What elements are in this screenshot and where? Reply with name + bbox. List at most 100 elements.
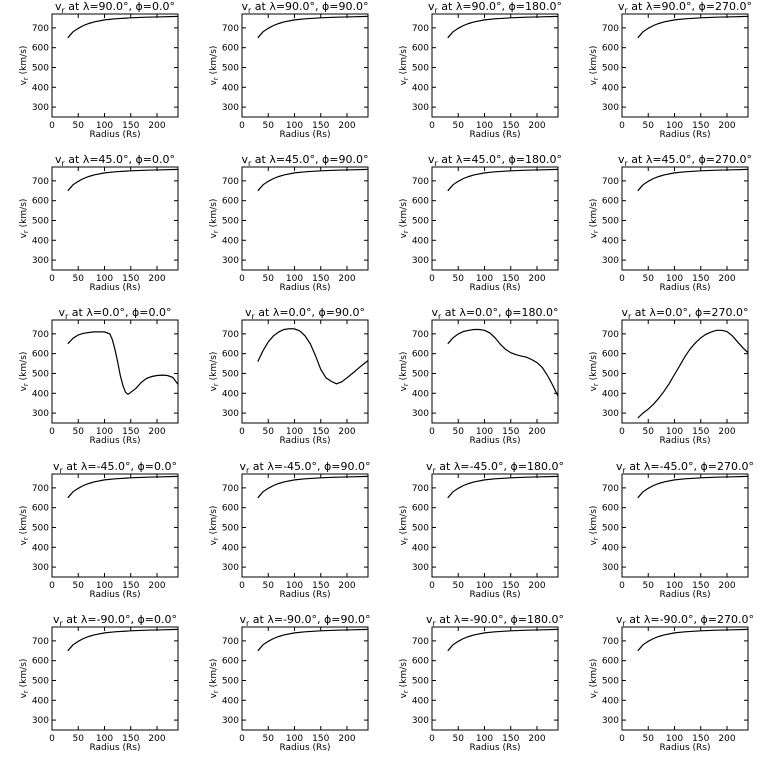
plot-frame	[431, 626, 559, 731]
panel-title: vr at λ=45.0°, ϕ=90.0°	[241, 153, 368, 168]
x-tick-label: 150	[502, 734, 519, 744]
x-tick-label: 0	[429, 734, 435, 744]
data-line	[257, 15, 369, 39]
x-axis-label: Radius (Rs)	[279, 130, 330, 140]
x-tick-label: 200	[148, 427, 165, 437]
y-axis-label: vr (km/s)	[19, 659, 30, 699]
y-tick-label: 300	[602, 563, 619, 573]
panel-13: vr at λ=-45.0°, ϕ=0.0° 0 50 100 150 200 300 400…	[19, 460, 179, 600]
y-tick-label: 500	[412, 63, 429, 73]
plot-frame	[241, 166, 369, 271]
y-tick-label: 500	[222, 63, 239, 73]
x-tick-label: 150	[502, 427, 519, 437]
x-tick-label: 0	[49, 734, 55, 744]
x-tick-label: 150	[312, 427, 329, 437]
y-tick-label: 500	[412, 369, 429, 379]
panel-title: vr at λ=-45.0°, ϕ=270.0°	[616, 460, 754, 475]
y-tick-label: 600	[222, 44, 239, 54]
panel-title: vr at λ=0.0°, ϕ=0.0°	[58, 306, 171, 321]
y-tick-label: 600	[222, 504, 239, 514]
data-line	[447, 15, 559, 39]
plot-frame	[51, 319, 179, 424]
y-tick-label: 500	[412, 523, 429, 533]
x-tick-label: 200	[718, 734, 735, 744]
data-line	[67, 168, 179, 192]
plot-frame	[241, 13, 369, 118]
x-tick-label: 150	[692, 427, 709, 437]
x-axis-label: Radius (Rs)	[279, 590, 330, 600]
y-tick-label: 400	[602, 389, 619, 399]
y-tick-label: 500	[32, 676, 49, 686]
y-tick-label: 500	[602, 523, 619, 533]
x-tick-label: 100	[666, 121, 683, 131]
y-tick-label: 600	[222, 350, 239, 360]
y-tick-label: 700	[602, 24, 619, 34]
x-tick-label: 200	[718, 274, 735, 284]
y-tick-label: 500	[32, 523, 49, 533]
panel-title: vr at λ=-45.0°, ϕ=90.0°	[239, 460, 370, 475]
y-tick-label: 700	[602, 177, 619, 187]
y-tick-label: 500	[602, 216, 619, 226]
panel-title: vr at λ=90.0°, ϕ=180.0°	[428, 0, 562, 15]
data-line	[67, 628, 179, 652]
x-tick-label: 200	[338, 581, 355, 591]
x-tick-label: 100	[96, 734, 113, 744]
y-axis-label: vr (km/s)	[399, 352, 410, 392]
x-tick-label: 150	[122, 581, 139, 591]
panel-12: vr at λ=0.0°, ϕ=270.0° 0 50 100 150 200 300 400…	[589, 306, 749, 446]
y-tick-label: 600	[222, 197, 239, 207]
x-tick-label: 100	[476, 734, 493, 744]
y-tick-label: 500	[222, 369, 239, 379]
x-tick-label: 200	[338, 427, 355, 437]
panel-18: vr at λ=-90.0°, ϕ=90.0° 0 50 100 150 200 300 40…	[209, 613, 371, 753]
x-tick-label: 200	[148, 274, 165, 284]
y-tick-label: 300	[412, 256, 429, 266]
x-tick-label: 50	[73, 581, 85, 591]
x-tick-label: 0	[49, 121, 55, 131]
y-tick-label: 300	[222, 563, 239, 573]
x-tick-label: 0	[429, 427, 435, 437]
x-tick-label: 100	[286, 121, 303, 131]
y-tick-label: 700	[412, 637, 429, 647]
y-tick-label: 400	[32, 696, 49, 706]
plot-frame	[621, 319, 749, 424]
y-tick-label: 300	[602, 716, 619, 726]
plot-frame	[431, 13, 559, 118]
x-tick-label: 150	[122, 734, 139, 744]
panel-3: vr at λ=90.0°, ϕ=180.0° 0 50 100 150 200 300 40…	[399, 0, 562, 140]
y-tick-label: 700	[32, 330, 49, 340]
x-axis-label: Radius (Rs)	[659, 130, 710, 140]
x-tick-label: 150	[502, 581, 519, 591]
data-line	[447, 628, 559, 652]
y-tick-label: 400	[222, 236, 239, 246]
y-tick-label: 400	[222, 83, 239, 93]
y-tick-label: 500	[602, 676, 619, 686]
x-tick-label: 100	[476, 121, 493, 131]
y-tick-label: 700	[602, 637, 619, 647]
x-axis-label: Radius (Rs)	[659, 590, 710, 600]
x-tick-label: 50	[453, 427, 465, 437]
plot-frame	[621, 166, 749, 271]
plot-frame	[431, 473, 559, 578]
panel-title: vr at λ=90.0°, ϕ=270.0°	[618, 0, 752, 15]
x-axis-label: Radius (Rs)	[89, 436, 140, 446]
panel-1: vr at λ=90.0°, ϕ=0.0° 0 50 100 150 200 300 400 5…	[19, 0, 179, 140]
y-tick-label: 400	[32, 236, 49, 246]
y-tick-label: 300	[222, 256, 239, 266]
y-tick-label: 600	[412, 657, 429, 667]
y-tick-label: 700	[412, 330, 429, 340]
y-tick-label: 700	[222, 177, 239, 187]
y-axis-label: vr (km/s)	[399, 659, 410, 699]
x-axis-label: Radius (Rs)	[89, 130, 140, 140]
y-tick-label: 700	[222, 330, 239, 340]
x-tick-label: 50	[73, 121, 85, 131]
data-line	[637, 168, 749, 192]
y-tick-label: 400	[32, 83, 49, 93]
x-tick-label: 100	[666, 427, 683, 437]
panel-5: vr at λ=45.0°, ϕ=0.0° 0 50 100 150 200 300 400 5…	[19, 153, 179, 293]
panel-title: vr at λ=45.0°, ϕ=0.0°	[55, 153, 175, 168]
x-tick-label: 0	[239, 427, 245, 437]
data-line	[257, 168, 369, 192]
y-tick-label: 600	[222, 657, 239, 667]
y-tick-label: 700	[602, 484, 619, 494]
